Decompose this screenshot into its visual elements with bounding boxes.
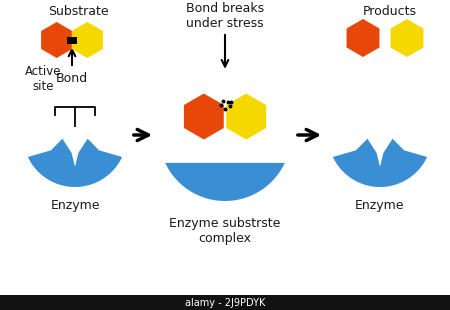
Polygon shape	[72, 22, 103, 58]
Text: Substrate: Substrate	[48, 5, 108, 18]
Bar	[0, 295, 450, 310]
Text: Bond: Bond	[56, 72, 88, 85]
Polygon shape	[28, 139, 122, 187]
Polygon shape	[391, 19, 423, 57]
Text: alamy - 2J9PDYK: alamy - 2J9PDYK	[185, 298, 265, 308]
Polygon shape	[226, 94, 266, 140]
Bar	[67, 37, 77, 43]
Polygon shape	[346, 19, 379, 57]
Polygon shape	[165, 163, 285, 201]
Text: Enzyme substrste
complex: Enzyme substrste complex	[169, 217, 281, 245]
Polygon shape	[41, 22, 72, 58]
Polygon shape	[184, 94, 224, 140]
Text: Enzyme: Enzyme	[355, 199, 405, 212]
Polygon shape	[333, 139, 427, 187]
Text: Bond breaks
under stress: Bond breaks under stress	[186, 2, 264, 30]
Text: Products: Products	[363, 5, 417, 18]
Text: Active
site: Active site	[25, 65, 61, 93]
Text: Enzyme: Enzyme	[50, 199, 100, 212]
